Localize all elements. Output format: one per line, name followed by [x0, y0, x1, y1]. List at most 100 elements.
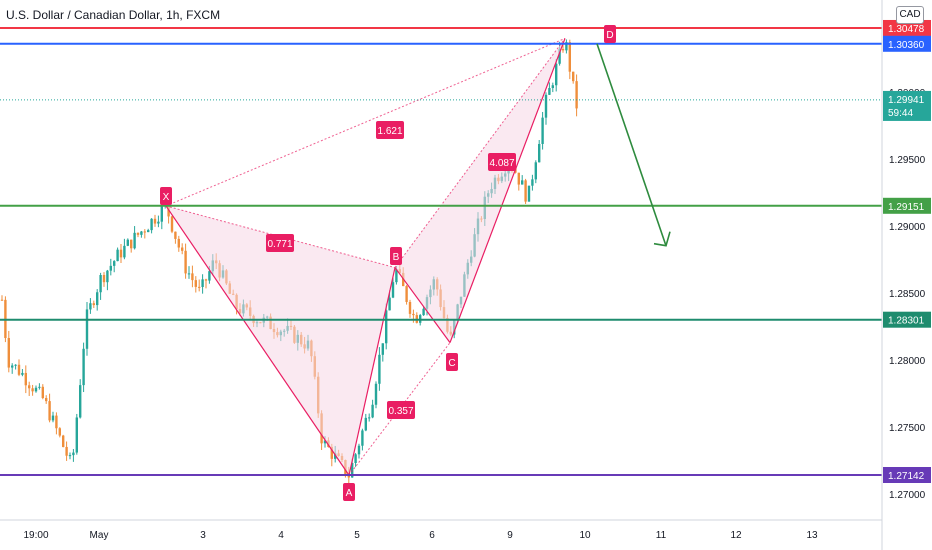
ratio-label: [266, 234, 294, 252]
candle-body: [140, 231, 143, 235]
price-tick: 1.27500: [889, 423, 926, 434]
candle-body: [204, 279, 208, 281]
candle-body: [0, 299, 4, 301]
ratio-label: [376, 121, 404, 139]
price-tick: 1.28000: [889, 356, 926, 367]
projection-arrow-head: [653, 231, 671, 247]
pattern-leg-AB: [348, 267, 396, 476]
candle-body: [551, 85, 554, 89]
ratio-text: 1.621: [377, 126, 402, 137]
pattern-point-text-D: D: [606, 30, 613, 41]
candle-body: [160, 206, 163, 222]
candle-body: [391, 282, 395, 298]
candle-body: [524, 180, 527, 202]
price-tag-green: [883, 197, 931, 214]
candle-body: [99, 275, 102, 293]
price-tag-text-teal: 1.28301: [888, 316, 925, 327]
candle-body: [38, 386, 41, 388]
countdown-text: 59:44: [888, 108, 913, 119]
candle-body: [177, 238, 180, 248]
price-tick: 1.29500: [889, 155, 926, 166]
candle-body: [378, 354, 381, 384]
pattern-leg-CD: [449, 38, 566, 343]
pattern-point-text-X: X: [163, 192, 170, 203]
price-tag-text-blue: 1.30360: [888, 40, 925, 51]
candle-body: [541, 117, 544, 144]
chart-title: U.S. Dollar / Canadian Dollar, 1h, FXCM: [6, 8, 221, 22]
candle-body: [41, 386, 44, 399]
candle-body: [68, 455, 72, 457]
candle-body: [374, 383, 378, 405]
candle-body: [538, 143, 541, 163]
ratio-text: 0.771: [267, 239, 292, 250]
candle-body: [157, 221, 160, 224]
plot-area: X A B C D 0.771 0.357 4.087 1.621: [0, 25, 882, 501]
time-tick: 9: [507, 530, 513, 541]
pattern-triangle-bcd: [395, 38, 565, 343]
candle-body: [119, 249, 123, 258]
candle-body: [130, 239, 133, 249]
projection-arrow-line: [596, 43, 667, 246]
candle-body: [558, 48, 561, 64]
pattern-point-text-A: A: [346, 488, 353, 499]
pattern-leg-XA: [165, 205, 350, 476]
time-tick: 11: [656, 530, 667, 541]
candle-body: [422, 308, 425, 316]
candle-body: [405, 286, 408, 302]
candle-body: [191, 273, 194, 281]
candle-body: [79, 385, 82, 418]
candle-body: [531, 179, 534, 186]
pattern-point-label-D: [604, 25, 616, 43]
time-tick: 4: [278, 530, 284, 541]
candle-body: [351, 462, 354, 478]
candle-body: [534, 162, 537, 180]
candle-body: [85, 309, 89, 349]
candle-body: [62, 435, 65, 447]
candle-body: [82, 348, 85, 386]
candle-body: [102, 275, 106, 283]
candle-body: [7, 338, 10, 368]
candle-body: [11, 365, 14, 368]
candle-body: [548, 88, 551, 95]
candle-body: [113, 261, 116, 266]
last-price-text: 1.29941: [888, 95, 925, 106]
candle-body: [371, 404, 374, 418]
candle-body: [381, 343, 384, 355]
candle-body: [89, 303, 92, 310]
candle-body: [92, 303, 95, 306]
pattern-point-label-A: [343, 483, 355, 501]
price-tick: 1.29000: [889, 222, 926, 233]
pattern-dotted-XB: [165, 205, 396, 269]
time-tick: 19:00: [23, 530, 48, 541]
candle-body: [14, 364, 17, 366]
time-tick: 13: [806, 530, 818, 541]
time-tick: May: [90, 530, 109, 541]
candle-body: [21, 372, 24, 375]
candle-body: [150, 218, 153, 231]
candle-body: [136, 232, 140, 235]
candle-body: [184, 250, 187, 274]
candle-body: [187, 273, 191, 275]
time-tick: 10: [579, 530, 591, 541]
candle-body: [143, 231, 146, 233]
candle-body: [347, 474, 350, 478]
candle-body: [408, 301, 412, 314]
candle-body: [568, 42, 571, 72]
candle-body: [181, 247, 184, 251]
pattern-point-text-C: C: [448, 358, 455, 369]
pattern-triangle-xab: [166, 205, 395, 476]
last-price-tag: [883, 90, 931, 121]
candle-body: [361, 430, 364, 446]
price-tag-text-red: 1.30478: [888, 24, 925, 35]
candle-body: [96, 292, 99, 306]
candle-body: [364, 417, 367, 431]
candle-body: [123, 245, 126, 258]
time-tick: 12: [730, 530, 742, 541]
candle-body: [194, 280, 197, 287]
currency-button[interactable]: CAD: [896, 6, 924, 24]
candle-body: [133, 232, 136, 249]
candle-body: [388, 297, 391, 311]
candle-body: [517, 172, 520, 185]
price-tag-text-green: 1.29151: [888, 202, 925, 213]
